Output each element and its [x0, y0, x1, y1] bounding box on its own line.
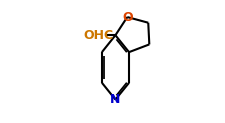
- Text: N: N: [110, 93, 121, 106]
- Text: O: O: [122, 11, 133, 24]
- Text: OHC: OHC: [83, 29, 113, 42]
